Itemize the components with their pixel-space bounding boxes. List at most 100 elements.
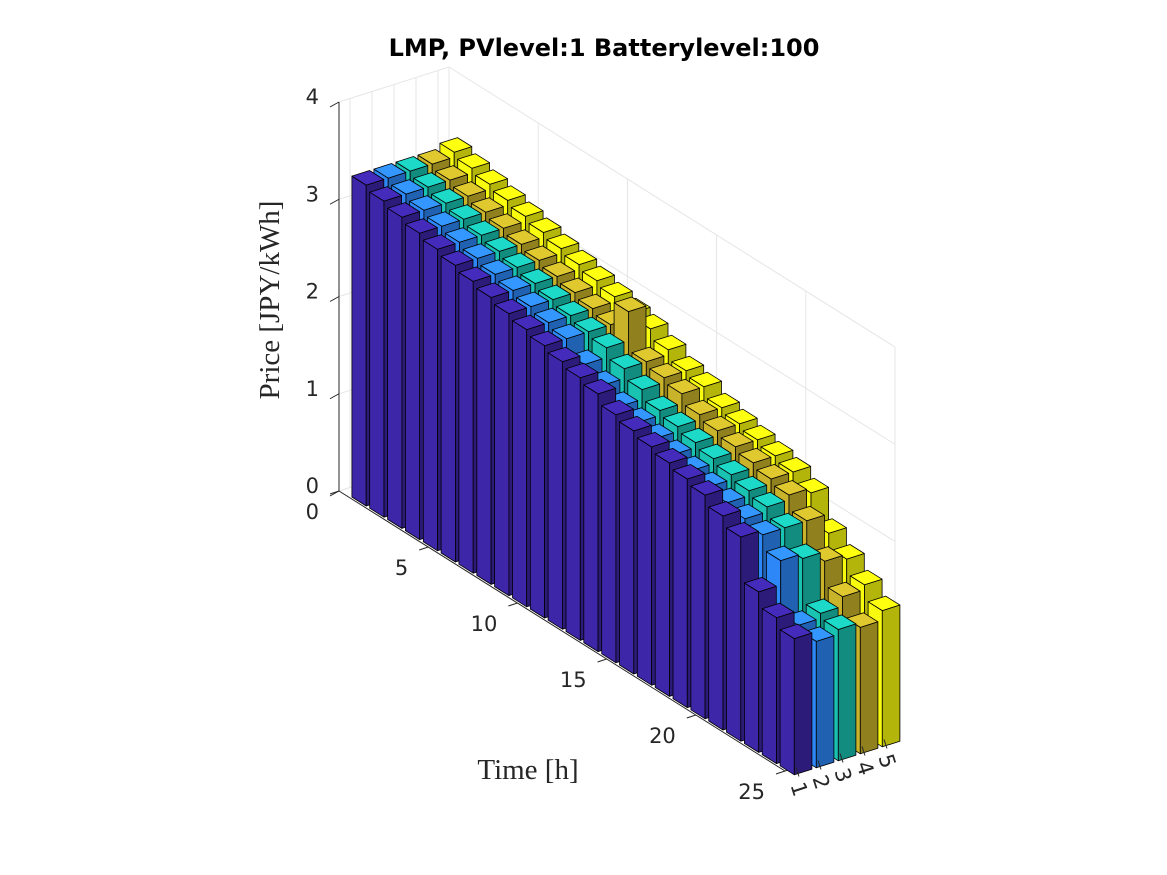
bar-top-face: [742, 424, 776, 441]
bar-front-face: [601, 405, 617, 664]
bar-top-face: [480, 259, 514, 275]
price-tick-label: 2: [306, 280, 319, 304]
bar-top-face: [542, 261, 576, 277]
bar-top-face: [601, 399, 634, 416]
bar-series-1-t25: [779, 623, 813, 776]
bar-top-face: [351, 170, 385, 186]
bar-top-face: [738, 447, 772, 464]
bar-top-face: [470, 197, 504, 213]
series-tick-mark: [883, 739, 888, 749]
series-tick-mark: [839, 753, 844, 763]
series-tick-mark: [795, 767, 800, 777]
bar-front-face: [690, 485, 706, 720]
bar-side-face: [793, 632, 813, 776]
bar-top-face: [761, 602, 795, 619]
bar-top-face: [582, 265, 615, 282]
bar-top-face: [373, 163, 407, 179]
time-tick-label: 20: [649, 724, 676, 748]
chart-title: LMP, PVlevel:1 Batterylevel:100: [389, 34, 820, 62]
time-tick-mark: [419, 546, 429, 551]
bar-top-face: [600, 281, 633, 298]
bar-top-face: [708, 501, 741, 517]
time-tick-label: 10: [471, 612, 498, 636]
bar-top-face: [645, 395, 678, 411]
bar-top-face: [779, 623, 813, 639]
series-tick-mark: [861, 746, 866, 756]
time-tick-mark: [508, 602, 518, 607]
bar-top-face: [756, 463, 790, 480]
bar-top-face: [413, 172, 447, 188]
bar-top-face: [707, 392, 740, 409]
bar-top-face: [391, 179, 425, 195]
bar-top-face: [627, 374, 661, 391]
bar-top-face: [387, 202, 420, 218]
bar-top-face: [680, 427, 714, 444]
bar-front-face: [512, 320, 528, 608]
series-tick-mark: [817, 760, 822, 770]
bar-top-face: [440, 250, 474, 266]
bar-top-face: [475, 169, 508, 185]
bar-top-face: [494, 298, 527, 315]
bar-top-face: [546, 233, 580, 250]
time-axis-label: Time [h]: [477, 754, 578, 786]
bar-top-face: [671, 355, 705, 372]
bar-top-face: [369, 186, 403, 202]
price-tick-label: 1: [306, 377, 319, 401]
bar-top-face: [619, 415, 652, 432]
time-tick-label: 25: [738, 780, 765, 804]
bar-top-face: [778, 456, 812, 473]
price-tick-mark: [329, 198, 340, 205]
price-tick-mark: [329, 296, 340, 302]
bar-top-face: [720, 431, 754, 448]
time-tick-mark: [686, 714, 696, 719]
bar-top-face: [462, 243, 496, 259]
time-axis-line: [338, 490, 786, 772]
bar-side-face: [837, 623, 857, 762]
bar-top-face: [849, 569, 883, 586]
bar-front-face: [744, 582, 760, 753]
bar-top-face: [448, 204, 482, 220]
bar-top-face: [609, 353, 643, 370]
bar-top-face: [744, 577, 777, 593]
bar-top-face: [805, 598, 839, 614]
bar-top-face: [654, 447, 688, 464]
bar-top-face: [672, 464, 706, 480]
bar-top-face: [867, 595, 901, 611]
bar-top-face: [444, 227, 478, 243]
bar-top-face: [792, 505, 825, 522]
bar-top-face: [653, 334, 687, 351]
bar-top-face: [613, 296, 647, 313]
time-tick-label: 15: [560, 668, 587, 692]
bar-side-face: [881, 604, 901, 748]
bar-top-face: [510, 201, 544, 217]
bar-top-face: [726, 522, 759, 538]
bar-top-face: [551, 323, 585, 340]
bar-top-face: [426, 211, 460, 227]
bar-top-face: [488, 213, 522, 229]
series-tick-label: 5: [873, 751, 900, 771]
bar-top-face: [752, 491, 785, 508]
bar-top-face: [663, 411, 696, 428]
bar-top-face: [458, 266, 492, 282]
price-tick-label: 0: [306, 474, 319, 498]
bar-top-face: [534, 307, 567, 324]
bar-top-face: [435, 165, 469, 181]
bar-top-face: [516, 291, 549, 308]
bar-top-face: [520, 268, 554, 284]
bar-top-face: [547, 346, 581, 363]
bar-front-face: [404, 223, 421, 540]
bar-side-face: [815, 635, 835, 769]
bar-top-face: [395, 156, 429, 172]
bar-top-face: [404, 218, 438, 234]
time-tick-mark: [775, 770, 786, 775]
bar-front-face: [636, 437, 652, 686]
bar-top-face: [565, 362, 599, 379]
price-tick-label: 3: [306, 182, 319, 206]
bar-front-face: [672, 469, 688, 708]
bar-front-face: [458, 272, 474, 574]
bar-front-face: [619, 421, 635, 675]
bar-front-face: [726, 527, 742, 742]
bar-top-face: [453, 181, 486, 197]
